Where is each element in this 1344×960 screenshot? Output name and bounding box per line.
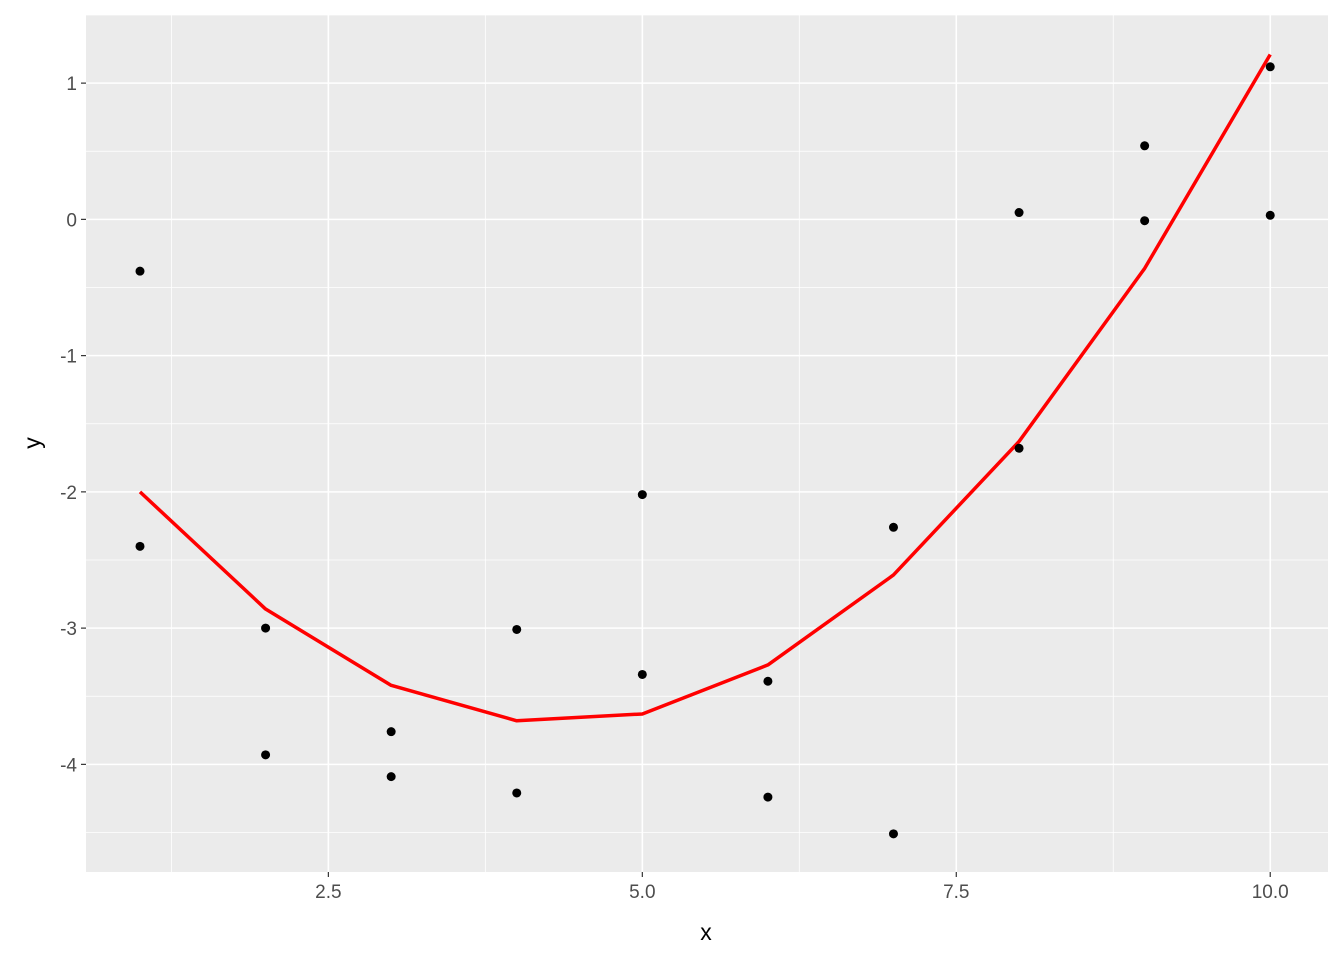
fitted-line-path <box>138 53 1272 723</box>
x-tick-label: 7.5 <box>943 882 969 903</box>
fitted-line <box>138 53 1272 723</box>
data-point <box>763 792 773 802</box>
data-points <box>135 62 1275 839</box>
y-axis-ticks: 1 0 -1 -2 -3 -4 <box>60 74 86 776</box>
data-point <box>888 829 898 839</box>
y-tick-label: -4 <box>60 755 77 776</box>
data-point <box>888 522 898 532</box>
data-point <box>1014 443 1024 453</box>
x-tick-label: 10.0 <box>1252 882 1289 903</box>
data-point <box>386 727 396 737</box>
plot-panel <box>86 15 1328 872</box>
x-tick-label: 5.0 <box>629 882 655 903</box>
y-tick-label: -2 <box>60 483 77 504</box>
data-point <box>512 624 522 634</box>
data-point <box>1140 141 1150 151</box>
data-point <box>637 490 647 500</box>
y-tick-label: 0 <box>66 210 77 231</box>
x-tick-label: 2.5 <box>315 882 341 903</box>
data-point <box>1140 216 1150 226</box>
grid-lines <box>86 14 1328 872</box>
y-axis-title: y <box>19 437 45 449</box>
y-tick-label: -3 <box>60 619 77 640</box>
x-axis-title: x <box>700 919 712 945</box>
data-point <box>637 669 647 679</box>
data-point <box>135 266 145 276</box>
data-point <box>261 750 271 760</box>
y-tick-label: 1 <box>66 74 77 95</box>
x-axis-ticks: 2.5 5.0 7.5 10.0 <box>315 872 1289 903</box>
data-point <box>135 541 145 551</box>
data-point <box>1265 210 1275 220</box>
data-point <box>1265 62 1275 72</box>
data-point <box>512 788 522 798</box>
y-tick-label: -1 <box>60 347 77 368</box>
data-point <box>261 623 271 633</box>
data-point <box>1014 208 1024 218</box>
data-point <box>386 772 396 782</box>
data-point <box>763 676 773 686</box>
